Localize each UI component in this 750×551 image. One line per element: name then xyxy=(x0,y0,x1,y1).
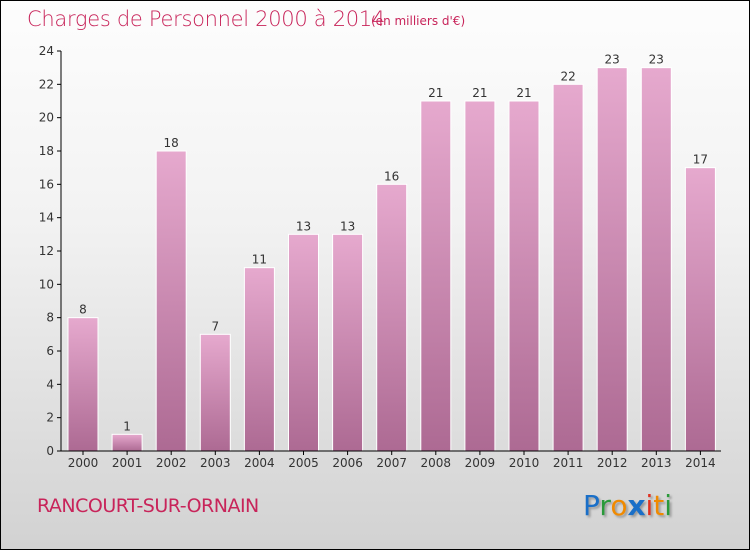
chart-title: Charges de Personnel 2000 à 2014 xyxy=(27,7,385,31)
bar xyxy=(332,233,364,452)
x-tick-label: 2006 xyxy=(332,456,363,470)
y-tick-label: 24 xyxy=(39,44,54,58)
data-label: 17 xyxy=(693,153,708,167)
logo-letter: o xyxy=(610,489,628,522)
bar xyxy=(596,67,628,452)
data-label: 21 xyxy=(516,86,531,100)
bar xyxy=(376,183,408,452)
city-name: RANCOURT-SUR-ORNAIN xyxy=(37,495,259,517)
x-tick-label: 2010 xyxy=(509,456,540,470)
bar xyxy=(199,333,231,452)
y-tick-label: 14 xyxy=(39,211,54,225)
data-label: 18 xyxy=(164,136,179,150)
x-tick-label: 2000 xyxy=(68,456,99,470)
y-tick-label: 8 xyxy=(46,311,54,325)
data-label: 23 xyxy=(649,53,664,67)
y-tick-label: 0 xyxy=(46,444,54,458)
chart-subtitle: (en milliers d'€) xyxy=(371,14,466,28)
x-tick-label: 2013 xyxy=(641,456,672,470)
x-tick-label: 2004 xyxy=(244,456,275,470)
bar xyxy=(684,167,716,452)
y-tick-label: 10 xyxy=(39,277,54,291)
logo-letter: x xyxy=(627,489,646,522)
x-tick-label: 2007 xyxy=(376,456,407,470)
y-tick-label: 4 xyxy=(46,377,54,391)
data-label: 23 xyxy=(605,53,620,67)
y-tick-label: 2 xyxy=(46,411,54,425)
x-tick-label: 2011 xyxy=(553,456,584,470)
y-tick-label: 6 xyxy=(46,344,54,358)
y-tick-label: 12 xyxy=(39,244,54,258)
y-tick-label: 20 xyxy=(39,111,54,125)
data-label: 7 xyxy=(211,319,219,333)
bar xyxy=(111,433,143,452)
bar xyxy=(155,150,187,452)
data-label: 8 xyxy=(79,303,87,317)
data-label: 21 xyxy=(472,86,487,100)
x-tick-label: 2008 xyxy=(421,456,452,470)
data-label: 22 xyxy=(560,69,575,83)
data-label: 13 xyxy=(340,219,355,233)
bar xyxy=(640,67,672,452)
data-label: 13 xyxy=(296,219,311,233)
logo-letter: r xyxy=(599,489,611,522)
bar xyxy=(420,100,452,452)
logo-letter: P xyxy=(583,489,600,522)
bar xyxy=(464,100,496,452)
bar xyxy=(67,317,99,452)
y-tick-label: 16 xyxy=(39,177,54,191)
bar xyxy=(243,267,275,452)
data-label: 16 xyxy=(384,169,399,183)
x-tick-label: 2012 xyxy=(597,456,628,470)
x-tick-label: 2009 xyxy=(465,456,496,470)
logo-letter: i xyxy=(645,489,654,522)
bar xyxy=(288,233,319,452)
x-tick-label: 2001 xyxy=(112,456,143,470)
x-tick-label: 2002 xyxy=(156,456,187,470)
data-label: 1 xyxy=(123,419,131,433)
logo-letter: t xyxy=(653,489,665,522)
data-label: 11 xyxy=(252,253,267,267)
data-label: 21 xyxy=(428,86,443,100)
bar xyxy=(552,83,584,452)
logo-letter: i xyxy=(664,489,673,522)
x-tick-label: 2014 xyxy=(685,456,716,470)
x-tick-label: 2005 xyxy=(288,456,319,470)
x-tick-label: 2003 xyxy=(200,456,231,470)
y-tick-label: 22 xyxy=(39,77,54,91)
bar xyxy=(508,100,540,452)
proxiti-logo: Proxiti xyxy=(583,489,672,522)
y-tick-label: 18 xyxy=(39,144,54,158)
